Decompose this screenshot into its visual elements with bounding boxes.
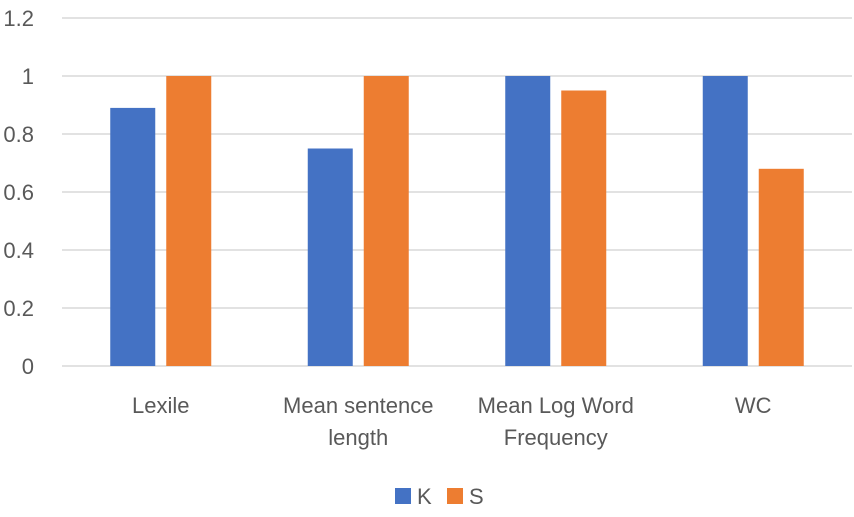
bar-k-1 — [307, 148, 353, 366]
bar-s-3 — [758, 168, 804, 366]
y-tick-label: 0.8 — [3, 122, 34, 147]
bars — [110, 76, 804, 367]
bar-s-2 — [561, 90, 607, 366]
x-category-label: Lexile — [132, 393, 189, 418]
bar-k-0 — [110, 107, 156, 367]
bar-s-0 — [166, 76, 212, 366]
y-tick-label: 0.4 — [3, 238, 34, 263]
x-category-label: Mean sentence — [283, 393, 433, 418]
legend-label-k: K — [417, 484, 432, 509]
legend-swatch-s — [447, 488, 463, 504]
bar-k-3 — [702, 76, 748, 366]
y-tick-label: 0.2 — [3, 296, 34, 321]
bar-k-2 — [505, 76, 551, 366]
y-axis-ticks: 0 0.2 0.4 0.6 0.8 1 1.2 — [3, 6, 34, 379]
x-category-label: WC — [735, 393, 772, 418]
y-tick-label: 0.6 — [3, 180, 34, 205]
x-category-label: Mean Log Word — [478, 393, 634, 418]
bar-s-1 — [363, 76, 409, 366]
x-category-label: length — [328, 425, 388, 450]
legend-label-s: S — [469, 484, 484, 509]
y-tick-label: 1 — [22, 64, 34, 89]
legend-swatch-k — [395, 488, 411, 504]
x-axis-categories: Lexile Mean sentence length Mean Log Word Fr… — [132, 393, 772, 450]
x-category-label: Frequency — [504, 425, 608, 450]
y-tick-label: 1.2 — [3, 6, 34, 31]
y-tick-label: 0 — [22, 354, 34, 379]
